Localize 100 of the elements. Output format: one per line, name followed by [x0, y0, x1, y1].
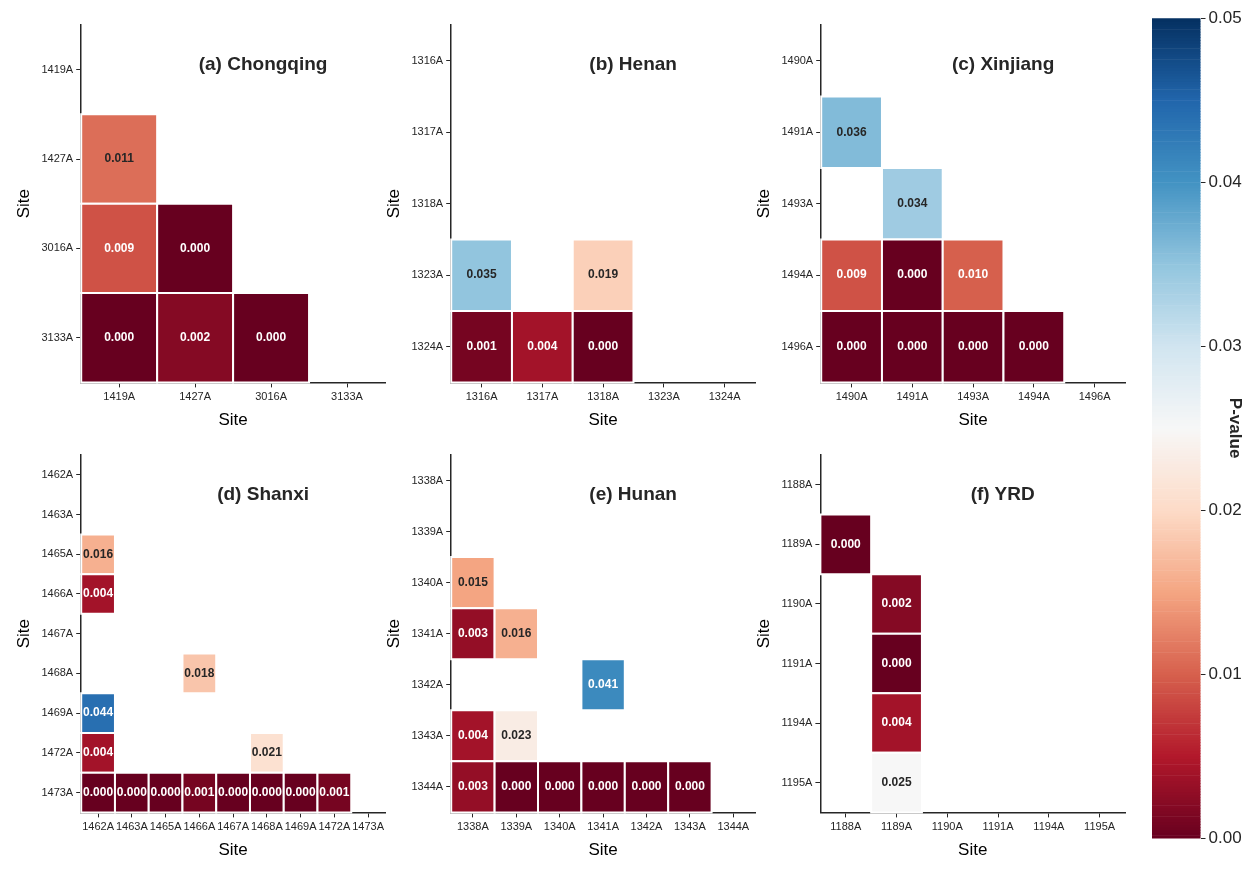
x-axis-title: Site [588, 840, 618, 860]
x-axis-title: Site [588, 410, 618, 430]
x-tick-label: 1341A [587, 820, 620, 833]
data-label: 0.000 [285, 784, 316, 799]
x-tick-label: 3016A [255, 390, 288, 403]
data-label: 0.034 [897, 196, 928, 211]
data-label: 0.001 [184, 784, 215, 799]
text: (d) Shanxi [217, 483, 310, 505]
x-tick-label: 1473A [352, 820, 385, 833]
x-tick-label: 1344A [717, 820, 750, 833]
x-tick-label: 1462A [82, 820, 115, 833]
x-tick-label: 1465A [149, 820, 183, 833]
y-tick-label: 1191A [781, 656, 814, 669]
text: (f) YRD [970, 483, 1035, 505]
y-tick-label: 1491A [781, 125, 814, 138]
y-tick-label: 3133A [41, 330, 74, 343]
data-label: 0.023 [501, 728, 532, 743]
data-label: 0.004 [83, 586, 114, 601]
x-tick-label: 1468A [250, 820, 284, 833]
data-label: 0.000 [501, 779, 532, 794]
data-label: 0.002 [180, 330, 211, 345]
color-bar-label: 0.02 [1208, 499, 1242, 519]
data-label: 0.000 [830, 536, 862, 551]
data-label: 0.004 [881, 715, 912, 730]
text: (b) Henan [589, 53, 677, 75]
x-axis-title: Site [958, 840, 988, 860]
x-tick-label: 1342A [630, 820, 664, 833]
text: (e) Hunan [589, 483, 677, 505]
y-tick-label: 1194A [781, 716, 814, 729]
y-tick-label: 1496A [781, 339, 814, 352]
y-tick-label: 1427A [41, 152, 74, 165]
x-axis-title: Site [218, 410, 248, 430]
data-label: 0.000 [588, 779, 619, 794]
x-tick-label: 1463A [115, 820, 149, 833]
data-label: 0.036 [836, 124, 867, 139]
x-tick-label: 1316A [465, 390, 499, 403]
x-tick-label: 1324A [708, 390, 742, 403]
y-tick-label: 1324A [411, 339, 444, 352]
data-label: 0.019 [588, 267, 619, 282]
color-bar-label: 0.05 [1208, 7, 1242, 27]
x-tick-label: 1496A [1078, 390, 1112, 403]
y-tick-label: 1419A [41, 62, 74, 75]
y-tick-label: 1467A [41, 626, 74, 639]
y-tick-label: 1189A [781, 537, 814, 550]
y-tick-label: 1338A [411, 473, 444, 486]
x-tick-label: 1493A [957, 390, 990, 403]
y-tick-label: 1490A [781, 53, 814, 66]
y-tick-label: 1462A [41, 467, 74, 480]
data-label: 0.000 [897, 267, 928, 282]
x-tick-label: 1190A [931, 820, 964, 833]
data-label: 0.011 [104, 151, 135, 166]
data-label: 0.000 [256, 330, 287, 345]
y-tick-label: 1468A [41, 666, 74, 679]
x-tick-label: 1466A [183, 820, 216, 833]
data-label: 0.009 [836, 267, 867, 282]
y-tick-label: 1341A [411, 626, 444, 639]
y-tick-label: 1344A [411, 779, 444, 792]
data-label: 0.001 [466, 338, 497, 353]
y-tick-label: 1316A [411, 53, 444, 66]
y-tick-label: 1472A [41, 745, 74, 758]
y-tick-label: 1343A [411, 728, 444, 741]
x-tick-label: 1490A [835, 390, 869, 403]
y-tick-label: 1494A [781, 268, 814, 281]
data-label: 0.003 [457, 626, 489, 641]
data-label: 0.000 [218, 784, 249, 799]
data-label: 0.004 [83, 745, 114, 760]
x-tick-label: 1195A [1084, 820, 1116, 833]
data-label: 0.003 [457, 779, 489, 794]
data-label: 0.000 [881, 655, 912, 670]
y-tick-label: 1318A [411, 196, 444, 209]
data-label: 0.044 [83, 705, 114, 720]
data-label: 0.016 [501, 626, 532, 641]
data-label: 0.000 [631, 779, 662, 794]
data-label: 0.004 [527, 338, 558, 353]
text: (a) Chongqing [198, 53, 328, 75]
data-label: 0.001 [319, 784, 350, 799]
data-label: 0.000 [104, 330, 135, 345]
x-axis-title: Site [958, 410, 988, 430]
x-tick-label: 1472A [318, 820, 351, 833]
data-label: 0.035 [466, 267, 497, 282]
y-tick-label: 1493A [781, 196, 814, 209]
x-tick-label: 1194A [1033, 820, 1065, 833]
y-tick-label: 1323A [411, 268, 444, 281]
x-tick-label: 1467A [217, 820, 250, 833]
data-label: 0.000 [150, 784, 181, 799]
x-tick-label: 1188A [830, 820, 862, 833]
y-tick-label: 1195A [781, 775, 814, 788]
y-axis-title: Site [13, 619, 33, 649]
x-tick-label: 1317A [526, 390, 559, 403]
y-tick-label: 1463A [41, 507, 74, 520]
y-tick-label: 1466A [41, 587, 74, 600]
y-axis-title: Site [753, 619, 773, 649]
x-tick-label: 1323A [647, 390, 681, 403]
x-tick-label: 1491A [896, 390, 929, 403]
y-axis-title: Site [13, 189, 33, 219]
x-tick-label: 1318A [587, 390, 620, 403]
color-bar-title: P-value [1226, 397, 1246, 459]
data-label: 0.000 [836, 338, 867, 353]
x-axis-title: Site [218, 840, 248, 860]
data-label: 0.000 [588, 338, 619, 353]
